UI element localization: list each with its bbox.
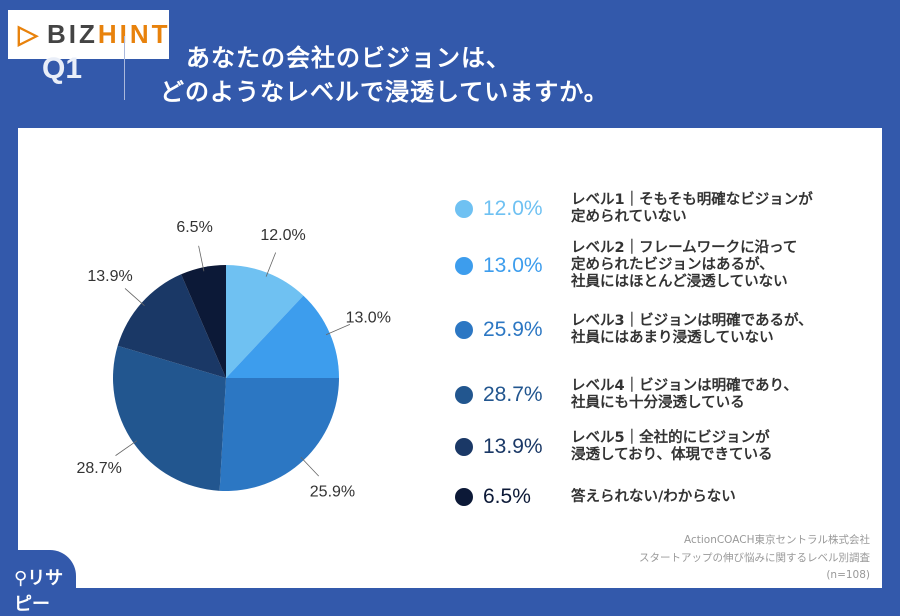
source-note: ActionCOACH東京セントラル株式会社 スタートアップの伸び悩みに関するレベ… [639,534,870,581]
divider [124,36,125,100]
data-label: 28.7% [76,460,121,477]
legend-text: レベル2｜フレームワークに沿って 定められたビジョンはあるが、 社員にはほとんど… [571,240,798,290]
pie-slice [226,295,339,378]
pie-slice [181,265,226,378]
pie-slice [117,274,226,378]
pie-slice [226,265,304,378]
pie-slice [219,378,339,491]
legend-dot [455,256,473,275]
leader-line [325,324,351,336]
legend-item: 13.0% レベル2｜フレームワークに沿って 定められたビジョンはあるが、 社員に… [455,240,797,291]
legend-item: 12.0% レベル1｜そもそも明確なビジョンが 定められていない [455,192,813,226]
leader-line [115,440,138,456]
legend-item: 25.9% レベル3｜ビジョンは明確であるが、 社員にはあまり浸透していない [455,313,813,347]
legend-dot [455,321,473,339]
brand-risapi: ⚲リサピー [0,550,76,615]
data-label: 12.0% [260,227,305,244]
data-label: 6.5% [176,219,212,236]
data-label: 13.0% [346,309,391,326]
legend-dot [455,438,473,456]
leader-line [300,456,320,477]
leader-line [198,245,205,272]
pie-slice [113,345,226,491]
leader-line [265,252,277,277]
legend-item: 28.7% レベル4｜ビジョンは明確であり、 社員にも十分浸透している [455,378,798,412]
data-label: 13.9% [87,268,132,285]
legend-percent: 28.7% [483,383,543,406]
legend-item: 6.5% 答えられない/わからない [455,485,736,509]
legend-percent: 25.9% [483,318,543,341]
legend-dot [455,386,473,404]
title-line-2: どのようなレベルで浸透していますか。 [160,78,609,106]
legend-percent: 13.9% [483,435,543,458]
legend-dot [455,200,473,218]
legend-text: レベル4｜ビジョンは明確であり、 社員にも十分浸透している [571,378,798,411]
legend-text: レベル1｜そもそも明確なビジョンが 定められていない [571,192,813,225]
title-line-1: あなたの会社のビジョンは、 [186,44,511,72]
legend-percent: 6.5% [483,485,531,508]
legend-text: レベル3｜ビジョンは明確であるが、 社員にはあまり浸透していない [571,313,813,346]
data-label: 25.9% [310,484,355,501]
question-number: Q1 [42,52,83,85]
bizhint-logo: ▷ BIZ HINT [8,10,169,59]
leader-line [124,288,145,306]
legend-text: レベル5｜全社的にビジョンが 浸透しており、体現できている [571,430,773,463]
legend-dot [455,488,473,506]
legend-percent: 13.0% [483,253,543,277]
legend-text: 答えられない/わからない [571,488,736,505]
pie-chart: 12.0% 13.0% 25.9% 28.7% 13.9% 6.5% [76,219,391,501]
legend-item: 13.9% レベル5｜全社的にビジョンが 浸透しており、体現できている [455,430,773,464]
legend-percent: 12.0% [483,197,543,220]
